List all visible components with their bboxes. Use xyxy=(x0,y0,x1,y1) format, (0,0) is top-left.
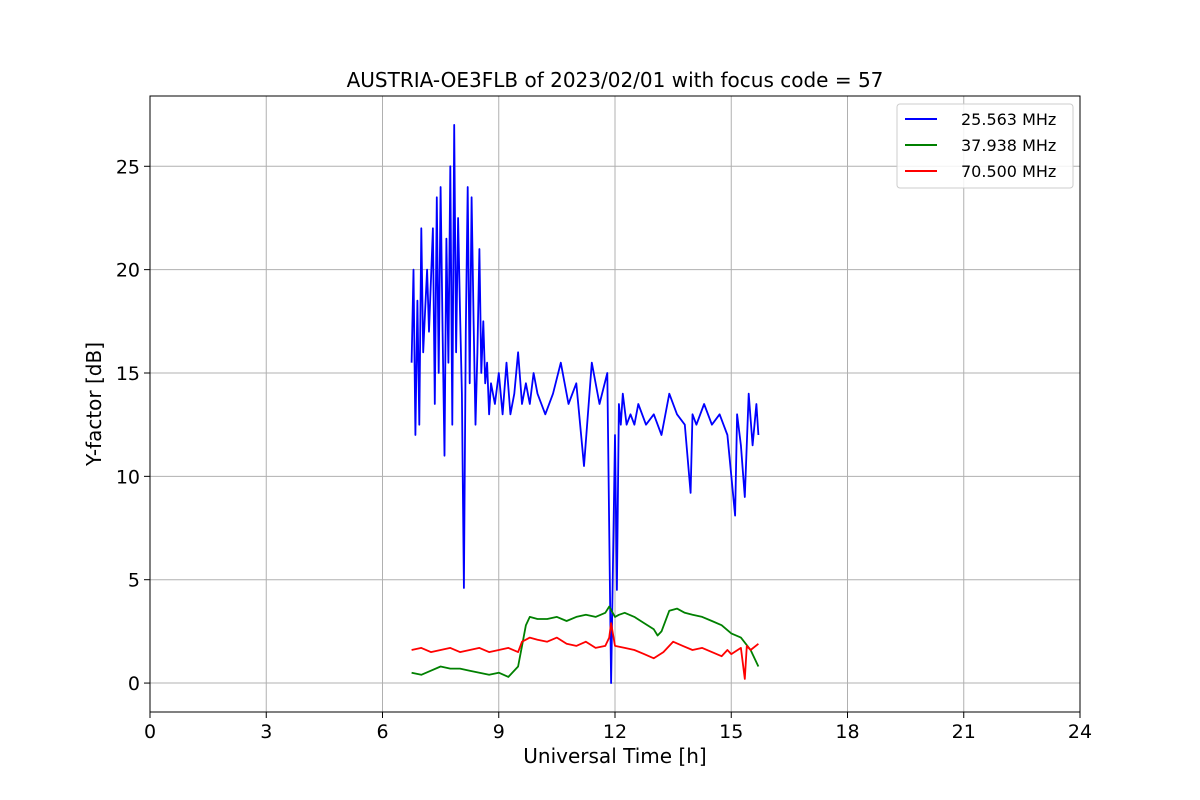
legend-label: 70.500 MHz xyxy=(961,162,1056,181)
legend-label: 37.938 MHz xyxy=(961,136,1056,155)
y-tick-label: 0 xyxy=(128,673,140,695)
y-axis-label: Y-factor [dB] xyxy=(82,342,106,467)
y-tick-label: 15 xyxy=(116,363,140,385)
x-axis-label: Universal Time [h] xyxy=(523,744,706,768)
x-tick-label: 21 xyxy=(952,721,976,743)
grid xyxy=(149,96,1081,712)
chart-title: AUSTRIA-OE3FLB of 2023/02/01 with focus … xyxy=(347,68,884,92)
x-tick-label: 3 xyxy=(260,721,272,743)
series-layer xyxy=(410,124,760,684)
y-tick-label: 20 xyxy=(116,260,140,282)
series-line-2 xyxy=(411,605,760,678)
x-tick-label: 9 xyxy=(493,721,505,743)
x-tick-label: 15 xyxy=(719,721,743,743)
ticks: 0 3 6 9 12 15 18 21 24 0 5 10 15 20 25 xyxy=(116,156,1092,743)
legend: 25.563 MHz 37.938 MHz 70.500 MHz xyxy=(896,103,1074,189)
legend-box xyxy=(896,103,1074,189)
x-tick-label: 0 xyxy=(144,721,156,743)
series-line-3 xyxy=(411,622,759,680)
y-tick-label: 25 xyxy=(116,156,140,178)
x-tick-label: 24 xyxy=(1068,721,1092,743)
y-tick-label: 10 xyxy=(116,466,140,488)
x-tick-label: 18 xyxy=(835,721,859,743)
x-tick-label: 6 xyxy=(376,721,388,743)
x-tick-label: 12 xyxy=(603,721,627,743)
y-tick-label: 5 xyxy=(128,570,140,592)
series-line-1 xyxy=(410,124,760,684)
legend-label: 25.563 MHz xyxy=(961,110,1056,129)
